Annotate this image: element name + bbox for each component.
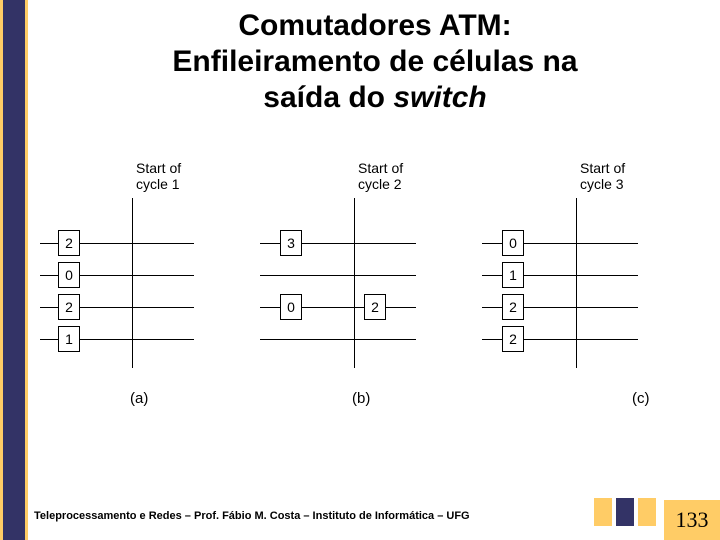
panel-letter: (b) [352, 390, 370, 407]
out-line [354, 275, 416, 276]
row-0: 0 [482, 230, 702, 256]
out-line [132, 307, 194, 308]
in-line-left [482, 339, 502, 340]
in-line-full [260, 275, 354, 276]
input-cell: 3 [280, 230, 302, 256]
in-line-right [80, 339, 132, 340]
in-line-left [40, 339, 58, 340]
deco-sq-3 [638, 498, 656, 526]
in-line-left [40, 243, 58, 244]
row-1 [260, 262, 480, 288]
out-line [576, 275, 638, 276]
deco-sq-2 [616, 498, 634, 526]
in-line-left [260, 307, 280, 308]
input-cell: 1 [502, 262, 524, 288]
in-line-left [260, 243, 280, 244]
out-line [354, 243, 416, 244]
input-cell: 0 [58, 262, 80, 288]
in-line-right [524, 307, 576, 308]
in-line-full [260, 339, 354, 340]
out-line [354, 339, 416, 340]
row-3 [260, 326, 480, 352]
row-3: 2 [482, 326, 702, 352]
row-2: 2 [482, 294, 702, 320]
in-line-left [482, 307, 502, 308]
in-line-right [524, 275, 576, 276]
out-line [576, 307, 638, 308]
panel-letter: (c) [632, 390, 650, 407]
in-line-right [524, 339, 576, 340]
input-cell: 0 [280, 294, 302, 320]
row-1: 1 [482, 262, 702, 288]
row-2: 02 [260, 294, 480, 320]
in-line-left [40, 307, 58, 308]
panel-letter: (a) [130, 390, 148, 407]
panel-1: Start ofcycle 2302(b) [260, 160, 480, 420]
title-line1: Comutadores ATM: [238, 9, 511, 42]
row-0: 2 [40, 230, 260, 256]
title-line3a: saída do [263, 81, 393, 114]
slide-left-border [0, 0, 28, 540]
title-line3b: switch [393, 81, 486, 114]
in-line-right [302, 243, 354, 244]
diagram-area: Start ofcycle 12021(a)Start ofcycle 2302… [40, 160, 710, 420]
in-line-left [40, 275, 58, 276]
in-line-right [80, 307, 132, 308]
footer-decoration [594, 498, 660, 528]
row-1: 0 [40, 262, 260, 288]
in-line-right [80, 243, 132, 244]
panel-0: Start ofcycle 1 2 0 2 1 (a) [40, 160, 260, 420]
cycle-label: Start ofcycle 2 [358, 160, 403, 192]
row-0: 3 [260, 230, 480, 256]
input-cell: 0 [502, 230, 524, 256]
row-3: 1 [40, 326, 260, 352]
cycle-label: Start ofcycle 3 [580, 160, 625, 192]
input-cell: 2 [502, 294, 524, 320]
input-cell: 2 [502, 326, 524, 352]
slide-title: Comutadores ATM: Enfileiramento de célul… [40, 8, 710, 116]
in-line-right [524, 243, 576, 244]
deco-sq-1 [594, 498, 612, 526]
out-line [132, 243, 194, 244]
input-cell: 1 [58, 326, 80, 352]
out-line [576, 339, 638, 340]
page-number: 133 [664, 500, 720, 540]
panel-2: Start ofcycle 3 0 1 2 2 (c) [482, 160, 702, 420]
out-line [132, 275, 194, 276]
cycle-label: Start ofcycle 1 [136, 160, 181, 192]
in-line-right [80, 275, 132, 276]
row-2: 2 [40, 294, 260, 320]
output-cell: 2 [364, 294, 386, 320]
in-line-right [302, 307, 354, 308]
footer-text: Teleprocessamento e Redes – Prof. Fábio … [34, 510, 470, 522]
in-line-left [482, 275, 502, 276]
out-line [354, 307, 364, 308]
out-line [132, 339, 194, 340]
input-cell: 2 [58, 230, 80, 256]
out-line [576, 243, 638, 244]
in-line-left [482, 243, 502, 244]
title-line2: Enfileiramento de células na [172, 45, 577, 78]
out-line-2 [386, 307, 416, 308]
input-cell: 2 [58, 294, 80, 320]
